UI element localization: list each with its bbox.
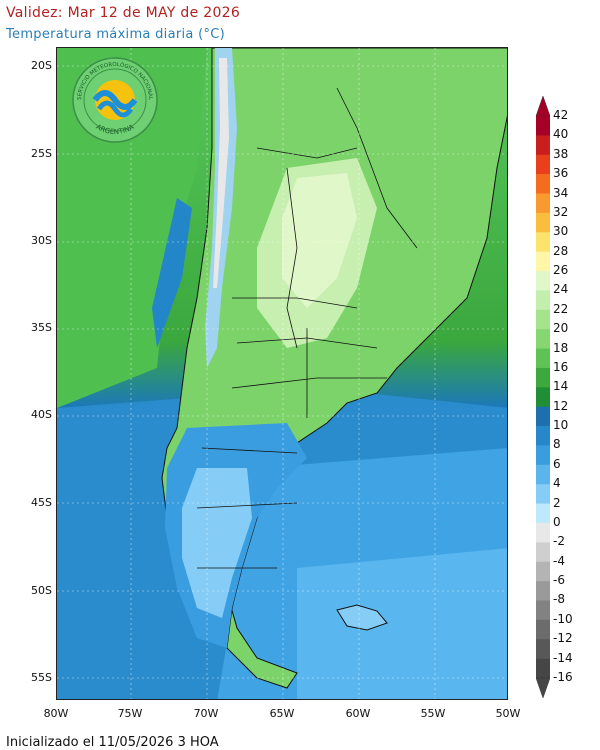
andes-snow-strip [213, 58, 229, 288]
legend-label: 10 [553, 418, 569, 433]
legend-label: 12 [553, 398, 569, 413]
far-south-atlantic-zone [297, 548, 507, 699]
legend-swatch [536, 426, 550, 446]
map-canvas: SERVICIO METEOROLÓGICO NACIONAL ARGENTIN… [57, 48, 507, 699]
legend-label: 36 [553, 166, 569, 181]
legend-label: 30 [553, 224, 569, 239]
legend-label: 0 [553, 514, 561, 529]
patagonia-cold-zone [182, 468, 252, 618]
pacific-cool-tongue [152, 198, 192, 348]
lon-label-80w: 80W [43, 707, 69, 720]
legend-swatch [536, 329, 550, 349]
legend-swatch [536, 581, 550, 601]
legend-swatch [536, 406, 550, 427]
province-borders [196, 87, 418, 569]
smn-logo: SERVICIO METEOROLÓGICO NACIONAL ARGENTIN… [72, 57, 158, 143]
lat-label-35s: 35S [31, 321, 52, 334]
logo-wave-upper [92, 90, 138, 110]
legend-swatch [536, 561, 550, 582]
legend-swatch [536, 309, 550, 330]
lon-label-60w: 60W [345, 707, 371, 720]
legend-label: -14 [553, 650, 573, 665]
coordinate-grid [57, 48, 507, 699]
legend-label: 26 [553, 263, 569, 278]
lat-label-50s: 50S [31, 584, 52, 597]
legend-swatch [536, 522, 550, 543]
legend-swatch [536, 232, 550, 252]
legend-arrow-up [536, 96, 550, 117]
legend-swatch [536, 658, 550, 679]
interior-hot-zone [282, 173, 357, 308]
legend-label: 22 [553, 301, 569, 316]
legend-label: 42 [553, 108, 569, 122]
legend-label: -4 [553, 553, 565, 568]
legend-label: 14 [553, 379, 569, 394]
legend-swatch [536, 212, 550, 233]
legend-label: 4 [553, 476, 561, 491]
pacific-north-zone [57, 48, 207, 408]
legend-swatch [536, 193, 550, 214]
legend-label: 8 [553, 437, 561, 452]
logo-wave-lower [96, 100, 134, 118]
legend-label: -12 [553, 631, 573, 646]
legend-swatch [536, 619, 550, 640]
legend-swatch [536, 367, 550, 388]
lon-label-50w: 50W [495, 707, 521, 720]
legend-swatch [536, 290, 550, 311]
map-subtitle: Temperatura máxima diaria (°C) [6, 27, 226, 42]
legend-label: 38 [553, 146, 569, 161]
legend-label: 20 [553, 321, 569, 336]
legend-swatch [536, 116, 550, 136]
lon-label-70w: 70W [193, 707, 219, 720]
legend-arrow-down [536, 677, 550, 698]
legend-label: 32 [553, 204, 569, 219]
legend-swatch [536, 445, 550, 466]
legend-swatch [536, 639, 550, 659]
legend-label: 2 [553, 495, 561, 510]
lat-label-30s: 30S [31, 234, 52, 247]
legend-label: -16 [553, 670, 573, 684]
logo-inner-ring [83, 68, 147, 132]
legend-label: -2 [553, 534, 565, 549]
temperature-legend [536, 96, 550, 698]
legend-label: 18 [553, 340, 569, 355]
falkland-islands [336, 604, 388, 631]
legend-swatch [536, 503, 550, 524]
legend-label: 24 [553, 282, 569, 297]
legend-swatch [536, 484, 550, 504]
legend-label: -6 [553, 573, 565, 588]
legend-swatch [536, 154, 550, 175]
temperature-map: SERVICIO METEOROLÓGICO NACIONAL ARGENTIN… [56, 47, 508, 700]
legend-label: -10 [553, 611, 573, 626]
legend-label: -8 [553, 592, 565, 607]
lon-label-75w: 75W [117, 707, 143, 720]
lon-label-55w: 55W [420, 707, 446, 720]
legend-swatch [536, 542, 550, 563]
legend-label: 16 [553, 359, 569, 374]
legend-swatch [536, 271, 550, 291]
lat-label-20s: 20S [31, 59, 52, 72]
initialized-date: Inicializado el 11/05/2026 3 HOA [6, 735, 219, 750]
lon-label-65w: 65W [269, 707, 295, 720]
legend-swatch [536, 600, 550, 621]
legend-label: 28 [553, 243, 569, 258]
legend-swatch [536, 251, 550, 272]
lat-label-40s: 40S [31, 408, 52, 421]
legend-swatch [536, 464, 550, 485]
validity-date: Validez: Mar 12 de MAY de 2026 [6, 5, 241, 21]
lat-label-25s: 25S [31, 147, 52, 160]
legend-swatch [536, 174, 550, 194]
legend-swatch [536, 135, 550, 156]
legend-label: 6 [553, 456, 561, 471]
legend-swatch [536, 387, 550, 407]
lat-label-55s: 55S [31, 671, 52, 684]
legend-swatch [536, 348, 550, 369]
legend-label: 40 [553, 127, 569, 142]
lat-label-45s: 45S [31, 496, 52, 509]
legend-label: 34 [553, 185, 569, 200]
